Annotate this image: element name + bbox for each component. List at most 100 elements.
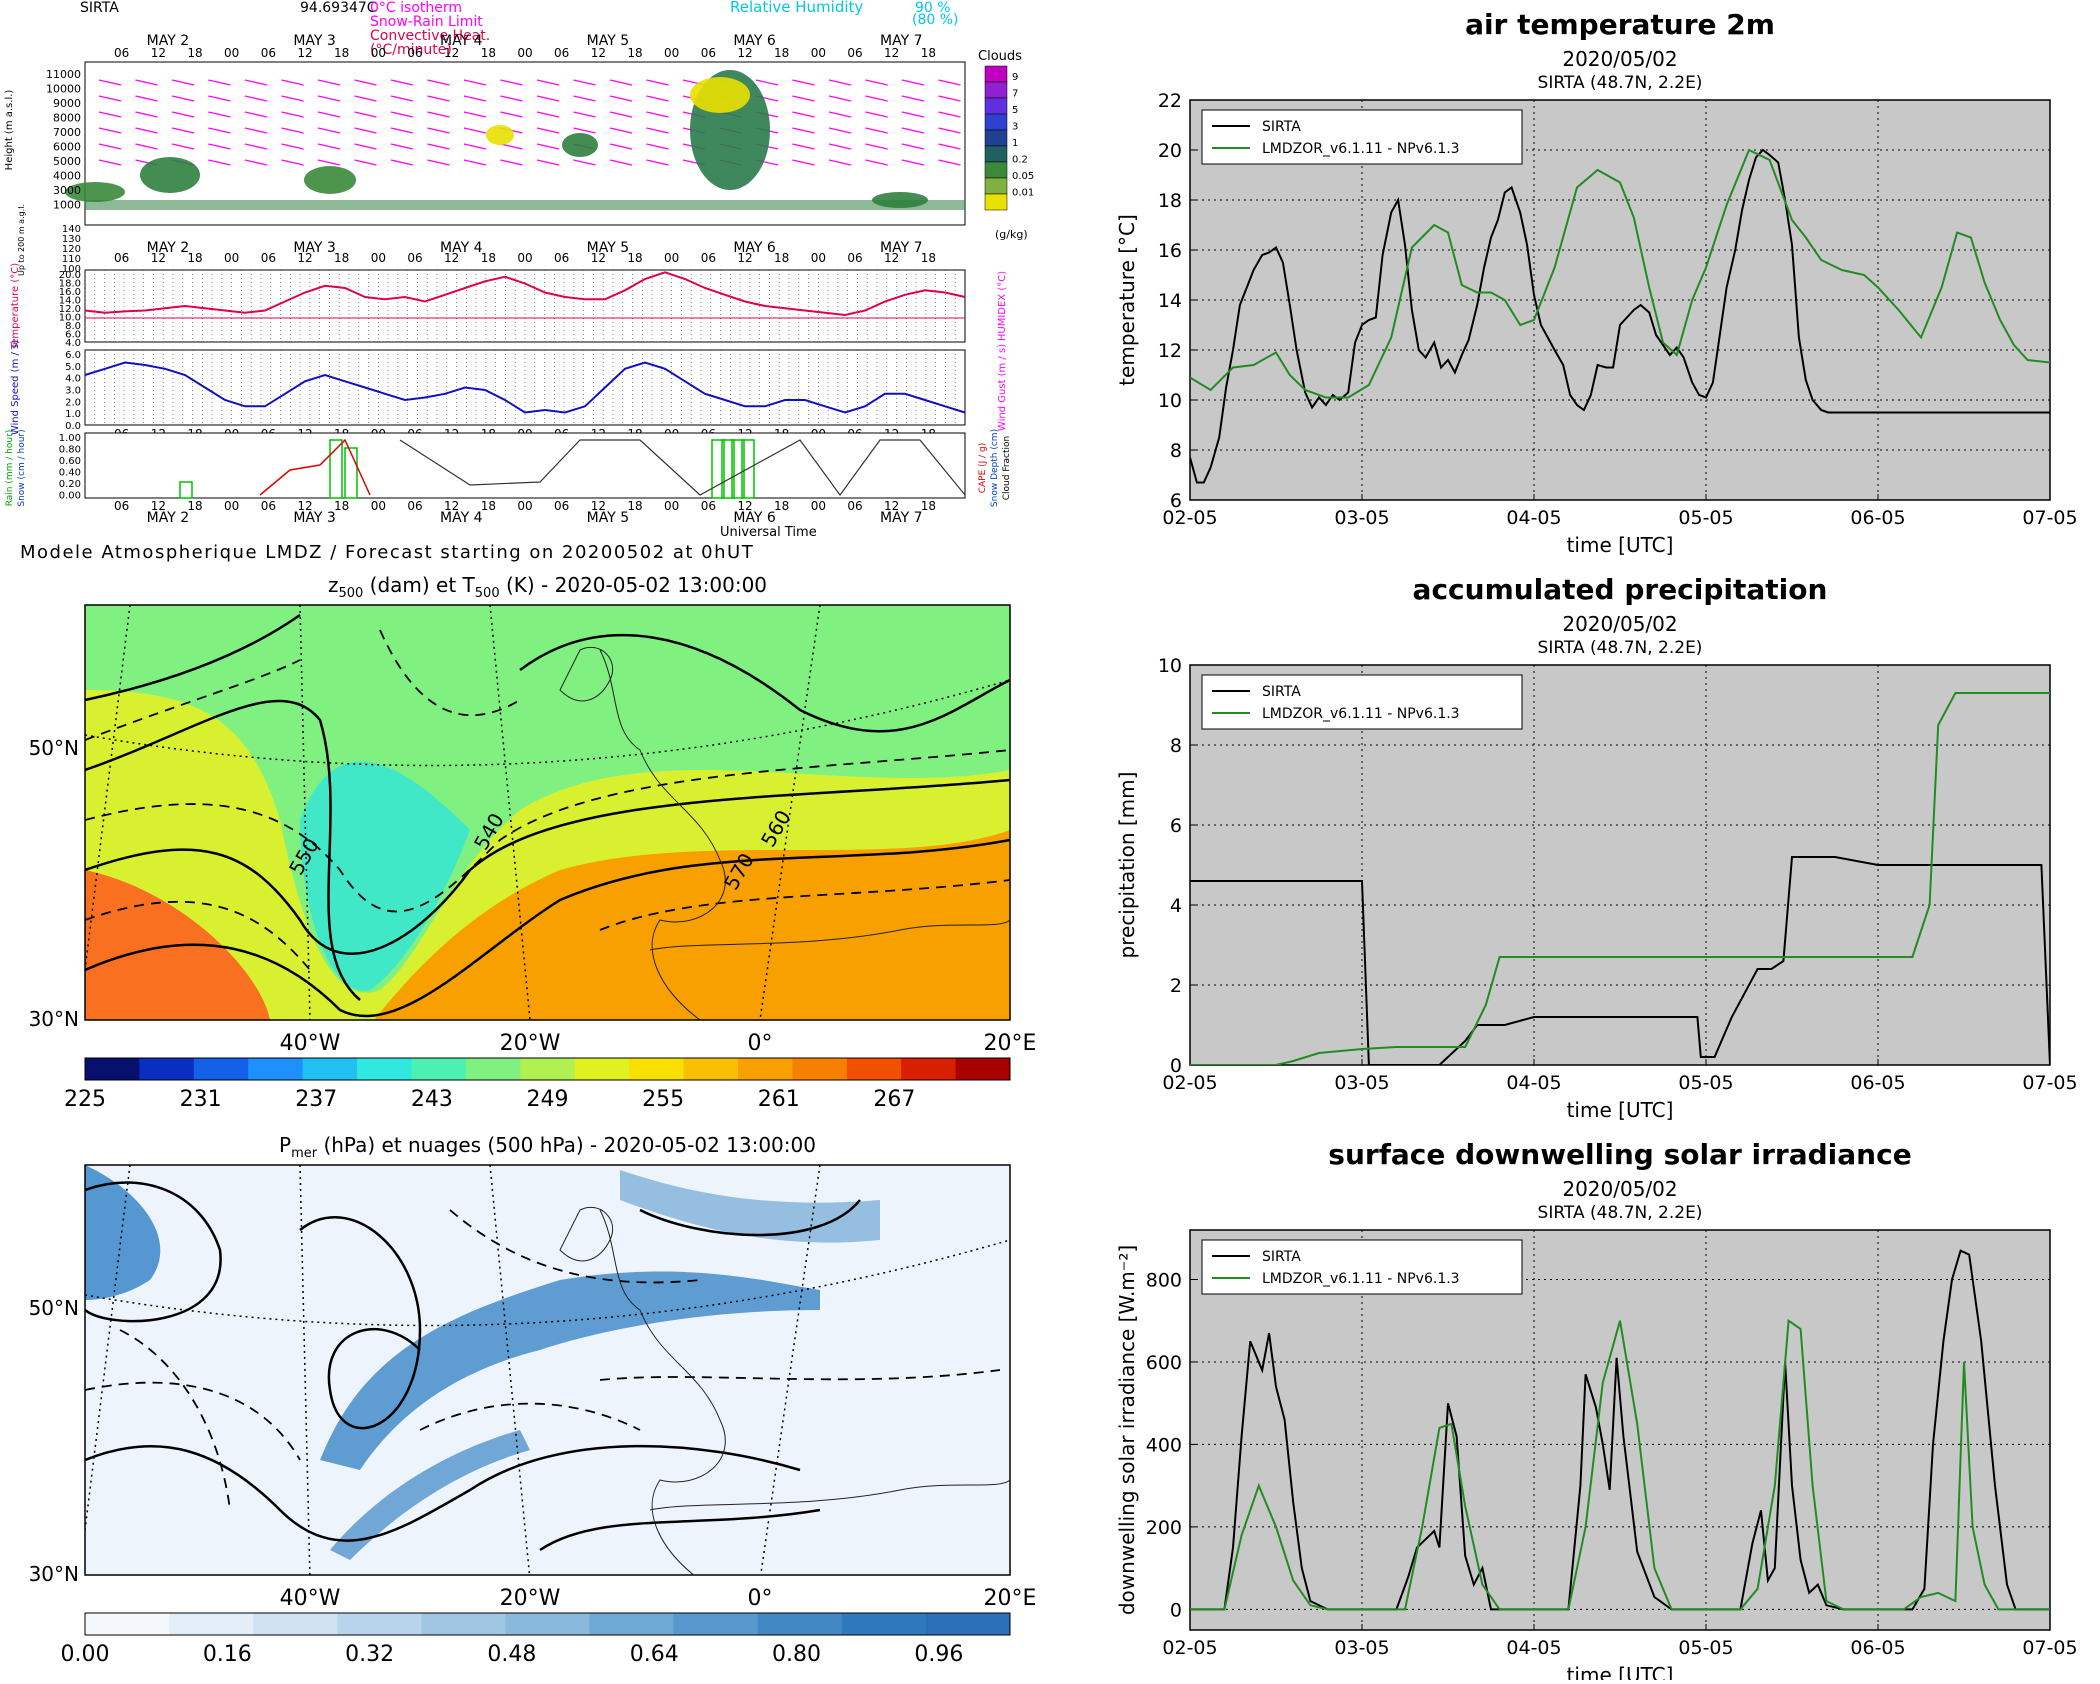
height-tick: 3000 bbox=[53, 184, 81, 197]
height-tick: 9000 bbox=[53, 97, 81, 110]
legend-label-1: LMDZOR_v6.1.11 - NPv6.1.3 bbox=[1262, 1271, 1460, 1287]
precip-tick: 0.00 bbox=[59, 491, 81, 502]
rain-axis-label: Rain (mm / hour) bbox=[5, 430, 15, 507]
hour-top-hour: 12 bbox=[444, 46, 459, 60]
colorbar-cell bbox=[792, 1058, 848, 1080]
hour-mid-hour: 00 bbox=[517, 251, 532, 265]
rain-bar bbox=[329, 439, 343, 499]
hour-top-hour: 12 bbox=[884, 46, 899, 60]
chart-subtitle-station: SIRTA (48.7N, 2.2E) bbox=[1538, 1203, 1703, 1223]
lat-label: 30°N bbox=[29, 1007, 79, 1031]
legend-rh-label: Relative Humidity bbox=[730, 0, 863, 16]
height-tick: 4000 bbox=[53, 170, 81, 183]
wind-arrow bbox=[609, 111, 633, 118]
wind-arrow bbox=[98, 127, 122, 134]
solid-contour bbox=[519, 634, 1010, 733]
colorbar-tick-label: 0.32 bbox=[345, 1642, 394, 1667]
day-bottom-4: MAY 6 bbox=[733, 510, 776, 526]
hour-top-hour: 06 bbox=[554, 46, 569, 60]
colorbar-cell bbox=[846, 1058, 902, 1080]
day-mid-1: MAY 3 bbox=[293, 240, 335, 256]
map-title: Pmer (hPa) et nuages (500 hPa) - 2020-05… bbox=[279, 1133, 816, 1161]
day-top-3: MAY 5 bbox=[587, 33, 629, 49]
hour-bottom-hour: 18 bbox=[481, 499, 496, 513]
cloud-patch bbox=[330, 1430, 530, 1560]
day-bottom-1: MAY 3 bbox=[293, 510, 335, 526]
wind-arrow bbox=[536, 111, 560, 118]
wind-arrow bbox=[901, 79, 925, 86]
hour-bottom-hour: 12 bbox=[737, 499, 752, 513]
low-tick: 100 bbox=[62, 264, 81, 275]
temperature-series bbox=[84, 271, 966, 317]
hour-bottom-hour: 06 bbox=[407, 499, 422, 513]
hour-mid-hour: 18 bbox=[334, 251, 349, 265]
cape-axis-label: CAPE (J / g) bbox=[978, 443, 988, 494]
day-top-1: MAY 3 bbox=[293, 33, 335, 49]
hour-top-hour: 12 bbox=[297, 46, 312, 60]
dashed-contour bbox=[379, 629, 521, 717]
wind-arrow bbox=[208, 143, 231, 150]
x-tick-label: 03-05 bbox=[1334, 507, 1389, 529]
wind-arrow bbox=[536, 127, 560, 134]
clouds-colorbar-cell bbox=[984, 193, 1008, 211]
wind-arrow bbox=[573, 127, 596, 134]
map-title-part: 500 bbox=[338, 586, 363, 601]
legend: SIRTA LMDZOR_v6.1.11 - NPv6.1.3 bbox=[1201, 674, 1523, 730]
colorbar-cell bbox=[85, 1058, 140, 1080]
cloud-panel bbox=[84, 61, 966, 226]
wind-arrow bbox=[317, 79, 341, 86]
forecast-caption: Modele Atmospherique LMDZ / Forecast sta… bbox=[20, 542, 754, 563]
wind-arrow bbox=[792, 111, 815, 118]
hour-top-hour: 00 bbox=[811, 46, 826, 60]
wind-arrow bbox=[865, 143, 888, 150]
lon-label: 20°E bbox=[984, 1586, 1037, 1611]
day-top-4: MAY 6 bbox=[733, 33, 776, 49]
wind-arrow bbox=[500, 143, 523, 150]
plot-area bbox=[1189, 99, 2051, 501]
cloud-blob bbox=[486, 125, 514, 145]
coastline bbox=[649, 1479, 1010, 1511]
wind-arrow bbox=[317, 143, 341, 150]
cloud-band bbox=[320, 1271, 820, 1470]
hour-bottom-hour: 18 bbox=[334, 499, 349, 513]
rain-bar bbox=[179, 481, 193, 499]
station-label: SIRTA bbox=[80, 0, 119, 16]
solid-contour bbox=[85, 838, 1010, 1018]
colorbar-tick-label: 261 bbox=[758, 1087, 800, 1110]
wind-arrow bbox=[463, 111, 487, 118]
colorbar-cell bbox=[302, 1058, 358, 1080]
hour-mid-hour: 12 bbox=[591, 251, 606, 265]
hour-top-hour: 06 bbox=[114, 46, 129, 60]
height-tick: 10000 bbox=[46, 83, 81, 96]
hour-top-hour: 12 bbox=[737, 46, 752, 60]
hour-bottom-hour: 00 bbox=[371, 499, 386, 513]
day-top-5: MAY 7 bbox=[880, 33, 922, 49]
hour-bottom-hour: 06 bbox=[114, 499, 129, 513]
map-title: z500 (dam) et T500 (K) - 2020-05-02 13:0… bbox=[328, 573, 767, 601]
colorbar-cell bbox=[411, 1058, 467, 1080]
wind-arrow bbox=[354, 79, 377, 86]
hour-mid-hour: 12 bbox=[297, 251, 312, 265]
wind-arrow bbox=[865, 79, 888, 86]
map-title-part: P bbox=[279, 1133, 291, 1157]
wind-arrow bbox=[171, 95, 195, 102]
hour-mid-hour: 18 bbox=[627, 251, 642, 265]
wind-arrow bbox=[317, 159, 341, 166]
wind-arrow bbox=[281, 95, 304, 102]
wind-arrow bbox=[646, 111, 669, 118]
legend-left-0: 0°C isotherm bbox=[370, 0, 462, 16]
series-line-1 bbox=[1190, 148, 2050, 399]
hour-mid-hour: 06 bbox=[701, 251, 716, 265]
colorbar-tick-label: 0.96 bbox=[914, 1642, 963, 1667]
day-mid-2: MAY 4 bbox=[440, 240, 483, 256]
wind-arrow bbox=[646, 95, 669, 102]
wind-arrow bbox=[135, 111, 158, 118]
solid-contour bbox=[299, 1216, 422, 1430]
solid-contour bbox=[85, 1444, 801, 1542]
dashed-contour bbox=[599, 1369, 1001, 1381]
snowdepth-axis-label: Snow Depth (cm) bbox=[990, 429, 1000, 507]
irradiance-chart: surface downwelling solar irradiance 2020… bbox=[1115, 1138, 2078, 1684]
colorbar-cell bbox=[253, 1613, 338, 1635]
clouds-colorbar-cell bbox=[984, 161, 1008, 179]
precip-tick: 0.60 bbox=[59, 456, 81, 467]
